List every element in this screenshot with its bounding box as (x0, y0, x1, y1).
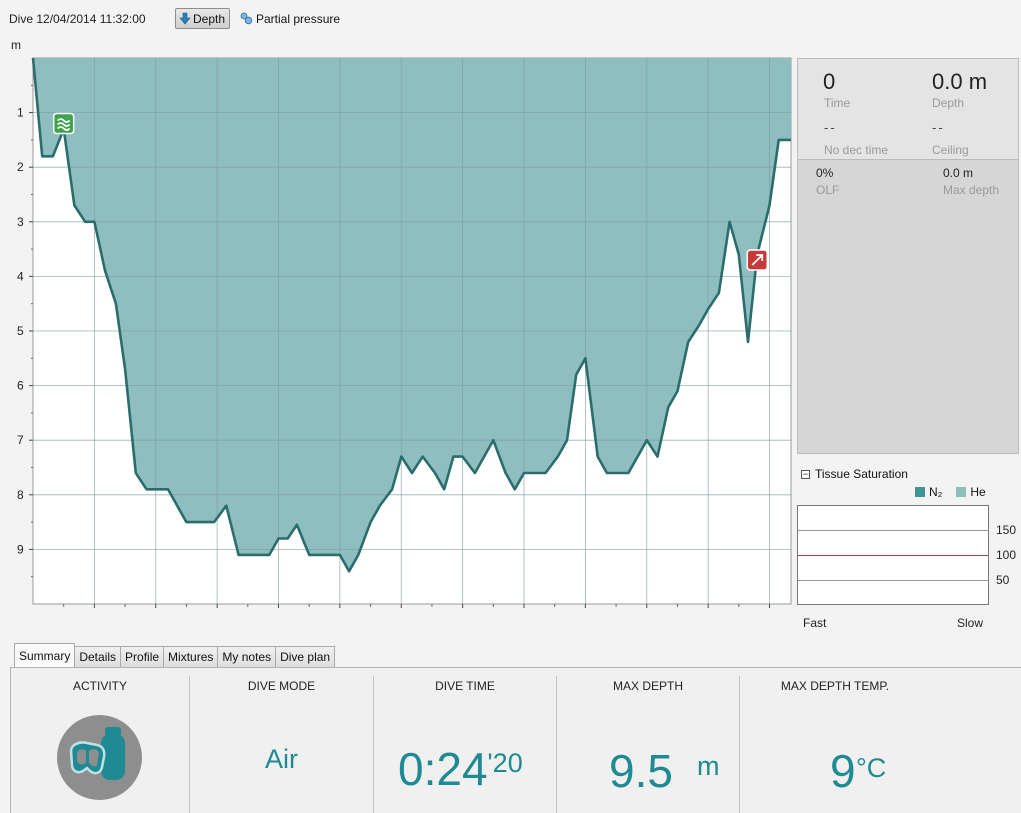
he-legend-label: He (970, 485, 986, 499)
y-tick-label: 6 (17, 379, 24, 393)
he-swatch (956, 487, 967, 497)
depth-arrow-icon (179, 12, 191, 25)
dive-mode-value: Air (265, 744, 298, 774)
y-tick-label: 1 (17, 106, 24, 120)
tab-my-notes[interactable]: My notes (217, 646, 277, 667)
max-depth-label: Max depth (943, 183, 1000, 197)
n2-swatch (915, 487, 925, 497)
gridline-150 (798, 530, 988, 531)
max-depth-column: MAX DEPTH 9.5 m (557, 668, 739, 813)
max-temp-label: MAX DEPTH TEMP. (780, 679, 890, 693)
partial-pressure-toggle[interactable]: Partial pressure (240, 8, 340, 29)
olf-value: 0% (816, 166, 834, 180)
olf-label: OLF (816, 183, 840, 197)
tissue-saturation-header[interactable]: − Tissue Saturation (801, 467, 908, 481)
time-label: Time (824, 96, 851, 110)
tissue-tick-100: 100 (996, 548, 1017, 562)
info-panel-top: 0 Time 0.0 m Depth -- No dec time -- Cei… (798, 59, 1018, 160)
gridline-100 (798, 555, 988, 556)
max-temp-value: 9 (830, 745, 856, 797)
n2-legend-label: N₂ (929, 485, 943, 499)
tissue-saturation-chart (797, 505, 989, 605)
toolbar: Dive 12/04/2014 11:32:00 Depth Partial p… (0, 0, 1021, 36)
scuba-mask-icon (69, 727, 125, 780)
max-depth-summary-value: 9.5 (609, 745, 673, 797)
dive-profile-chart[interactable]: 2'004'006'008'0010'0012'0014'0016'0018'0… (0, 50, 795, 610)
gridline-50 (798, 580, 988, 581)
dive-time-column: DIVE TIME 0:24'20 (374, 668, 556, 813)
y-tick-label: 8 (17, 488, 24, 502)
tab-mixtures[interactable]: Mixtures (163, 646, 219, 667)
max-depth-value: 0.0 m (943, 166, 974, 180)
summary-separator (556, 676, 557, 813)
depth-toggle-label: Depth (193, 11, 226, 26)
gas-switch-marker-icon[interactable] (52, 112, 75, 135)
depth-value: 0.0 m (932, 69, 988, 94)
y-tick-label: 2 (17, 160, 24, 174)
activity-icon (57, 715, 142, 800)
dive-time-main: 0:24 (398, 743, 488, 795)
tissue-legend: N₂ He (915, 485, 986, 499)
dive-time-seconds: '20 (487, 748, 523, 778)
y-tick-label: 5 (17, 324, 24, 338)
max-temp-column: MAX DEPTH TEMP. 9 °C (740, 668, 1021, 813)
max-depth-unit: m (697, 751, 720, 781)
tab-dive-plan[interactable]: Dive plan (275, 646, 336, 667)
tab-bar: Summary Details Profile Mixtures My note… (14, 643, 336, 667)
dive-mode-label: DIVE MODE (247, 679, 316, 693)
dive-mode-column: DIVE MODE Air (190, 668, 373, 813)
slow-label: Slow (957, 616, 984, 630)
dive-title: Dive 12/04/2014 11:32:00 (9, 12, 146, 26)
ascent-alarm-marker-icon[interactable] (746, 249, 768, 271)
summary-separator (739, 676, 740, 813)
y-tick-label: 7 (17, 433, 24, 447)
max-temp-unit: °C (856, 753, 887, 783)
tissue-saturation-title: Tissue Saturation (815, 467, 908, 481)
no-dec-time-label: No dec time (824, 143, 889, 157)
depth-toggle-button[interactable]: Depth (175, 8, 230, 29)
y-axis-unit: m (11, 38, 21, 52)
y-tick-label: 3 (17, 215, 24, 229)
summary-separator (189, 676, 190, 813)
tab-details[interactable]: Details (74, 646, 122, 667)
activity-column: ACTIVITY (11, 668, 189, 813)
bubbles-icon (240, 12, 253, 25)
tab-summary[interactable]: Summary (14, 643, 76, 667)
depth-area (33, 58, 791, 572)
tab-profile[interactable]: Profile (120, 646, 165, 667)
dive-time-value: 0:24'20 (398, 742, 523, 796)
depth-line (31, 57, 791, 573)
max-depth-summary-label: MAX DEPTH (612, 679, 683, 693)
no-dec-time-value: -- (824, 120, 837, 135)
depth-label: Depth (932, 96, 965, 110)
y-tick-label: 4 (17, 269, 24, 283)
fast-label: Fast (803, 616, 827, 630)
dive-time-label: DIVE TIME (435, 679, 495, 693)
summary-panel: ACTIVITY DIVE MODE Air DIVE TIME 0:24'20… (10, 667, 1021, 813)
activity-label: ACTIVITY (72, 679, 127, 693)
collapse-icon[interactable]: − (801, 468, 810, 479)
tissue-tick-50: 50 (996, 573, 1010, 587)
info-panel: 0 Time 0.0 m Depth -- No dec time -- Cei… (797, 58, 1019, 454)
summary-separator (373, 676, 374, 813)
partial-pressure-label: Partial pressure (256, 11, 341, 26)
ceiling-value: -- (932, 120, 945, 135)
ceiling-label: Ceiling (932, 143, 969, 157)
time-value: 0 (823, 69, 836, 94)
y-tick-label: 9 (17, 542, 24, 556)
tissue-tick-150: 150 (996, 523, 1017, 537)
